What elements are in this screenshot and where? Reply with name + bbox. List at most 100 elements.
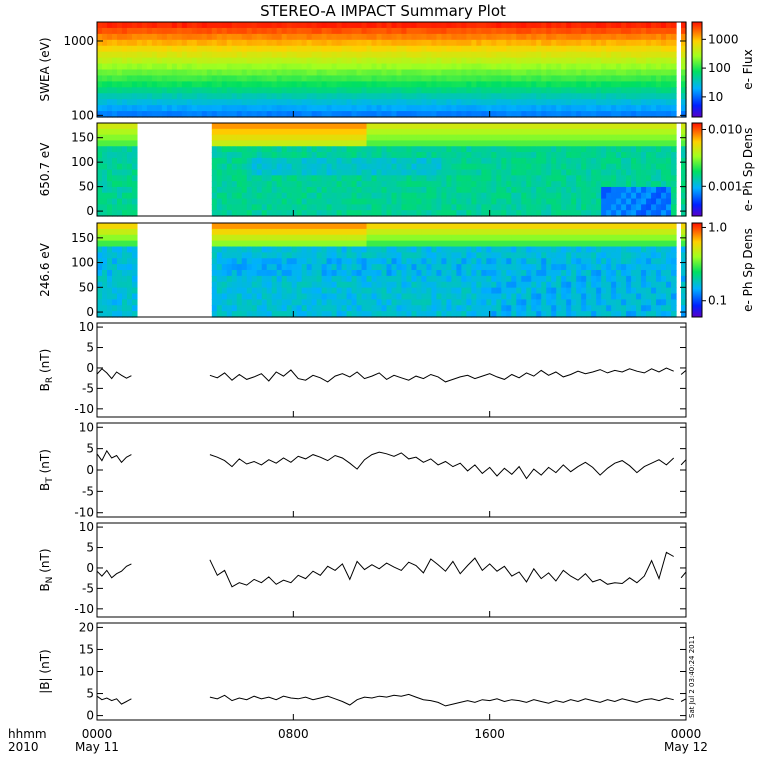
- heatmap-cell: [261, 111, 268, 118]
- heatmap-cell: [316, 210, 323, 217]
- heatmap-cell: [271, 258, 278, 265]
- heatmap-cell: [251, 33, 258, 41]
- heatmap-cell: [601, 299, 607, 306]
- heatmap-cell: [601, 252, 607, 259]
- heatmap-cell: [486, 293, 492, 300]
- heatmap-cell: [361, 299, 368, 306]
- heatmap-cell: [646, 198, 652, 205]
- heatmap-cell: [236, 270, 243, 277]
- heatmap-cell: [526, 210, 532, 217]
- heatmap-cell: [401, 27, 408, 35]
- heatmap-cell: [256, 75, 263, 82]
- heatmap-cell: [636, 69, 642, 77]
- heatmap-cell: [576, 134, 582, 142]
- heatmap-cell: [426, 204, 433, 211]
- heatmap-cell: [441, 293, 448, 300]
- heatmap-cell: [571, 270, 577, 277]
- heatmap-cell: [666, 81, 672, 88]
- heatmap-cell: [156, 63, 163, 71]
- heatmap-cell: [531, 252, 537, 259]
- heatmap-cell: [476, 99, 482, 106]
- heatmap-cell: [641, 175, 647, 182]
- heatmap-cell: [566, 287, 572, 295]
- heatmap-cell: [286, 252, 293, 259]
- heatmap-cell: [521, 33, 527, 41]
- heatmap-cell: [496, 33, 502, 41]
- heatmap-cell: [261, 210, 268, 217]
- heatmap-cell: [551, 305, 557, 312]
- heatmap-cell: [431, 204, 438, 211]
- heatmap-cell: [306, 152, 313, 159]
- heatmap-cell: [511, 181, 517, 188]
- heatmap-cell: [416, 287, 423, 295]
- heatmap-cell: [241, 234, 248, 242]
- heatmap-cell: [631, 63, 637, 71]
- heatmap-cell: [111, 111, 118, 118]
- heatmap-cell: [271, 81, 278, 88]
- heatmap-cell: [486, 93, 492, 100]
- heatmap-cell: [476, 81, 482, 88]
- heatmap-cell: [476, 299, 482, 306]
- heatmap-cell: [246, 157, 253, 165]
- heatmap-cell: [646, 22, 652, 29]
- heatmap-cell: [526, 240, 532, 248]
- heatmap-cell: [181, 75, 188, 82]
- heatmap-cell: [501, 275, 507, 283]
- heatmap-cell: [281, 281, 288, 289]
- heatmap-cell: [596, 128, 602, 136]
- heatmap-cell: [286, 105, 293, 112]
- heatmap-cell: [436, 22, 443, 29]
- heatmap-cell: [326, 192, 333, 200]
- heatmap-cell: [346, 81, 353, 88]
- heatmap-cell: [171, 111, 178, 118]
- heatmap-cell: [216, 157, 223, 165]
- heatmap-cell: [671, 128, 677, 136]
- heatmap-cell: [576, 305, 582, 312]
- heatmap-cell: [421, 152, 428, 159]
- heatmap-cell: [671, 75, 677, 82]
- heatmap-cell: [616, 228, 622, 236]
- heatmap-cell: [101, 105, 108, 112]
- heatmap-cell: [511, 275, 517, 283]
- heatmap-cell: [411, 270, 418, 277]
- heatmap-cell: [406, 275, 413, 283]
- heatmap-cell: [456, 134, 462, 142]
- heatmap-cell: [161, 27, 168, 35]
- heatmap-cell: [316, 246, 323, 253]
- heatmap-cell: [606, 81, 612, 88]
- heatmap-cell: [106, 75, 113, 82]
- heatmap-cell: [611, 240, 617, 248]
- heatmap-cell: [341, 287, 348, 295]
- heatmap-cell: [286, 186, 293, 194]
- heatmap-cell: [231, 223, 238, 230]
- heatmap-cell: [461, 63, 467, 71]
- heatmap-cell: [326, 186, 333, 194]
- heatmap-cell: [606, 175, 612, 182]
- heatmap-cell: [601, 186, 607, 194]
- heatmap-cell: [211, 75, 218, 82]
- heatmap-cell: [211, 223, 218, 230]
- heatmap-cell: [616, 246, 622, 253]
- heatmap-cell: [276, 99, 283, 106]
- heatmap-cell: [536, 146, 542, 153]
- heatmap-cell: [641, 140, 647, 147]
- heatmap-cell: [556, 157, 562, 165]
- heatmap-cell: [551, 234, 557, 242]
- heatmap-cell: [541, 33, 547, 41]
- heatmap-cell: [146, 27, 153, 35]
- heatmap-cell: [126, 81, 133, 88]
- heatmap-cell: [631, 128, 637, 136]
- heatmap-cell: [566, 93, 572, 100]
- heatmap-cell: [241, 252, 248, 259]
- heatmap-cell: [316, 51, 323, 59]
- heatmap-cell: [571, 264, 577, 271]
- heatmap-cell: [401, 228, 408, 236]
- heatmap-cell: [396, 299, 403, 306]
- heatmap-cell: [516, 299, 522, 306]
- heatmap-cell: [391, 51, 398, 59]
- heatmap-cell: [566, 99, 572, 106]
- heatmap-cell: [596, 152, 602, 159]
- heatmap-cell: [421, 223, 428, 230]
- heatmap-cell: [301, 157, 308, 165]
- heatmap-cell: [311, 210, 318, 217]
